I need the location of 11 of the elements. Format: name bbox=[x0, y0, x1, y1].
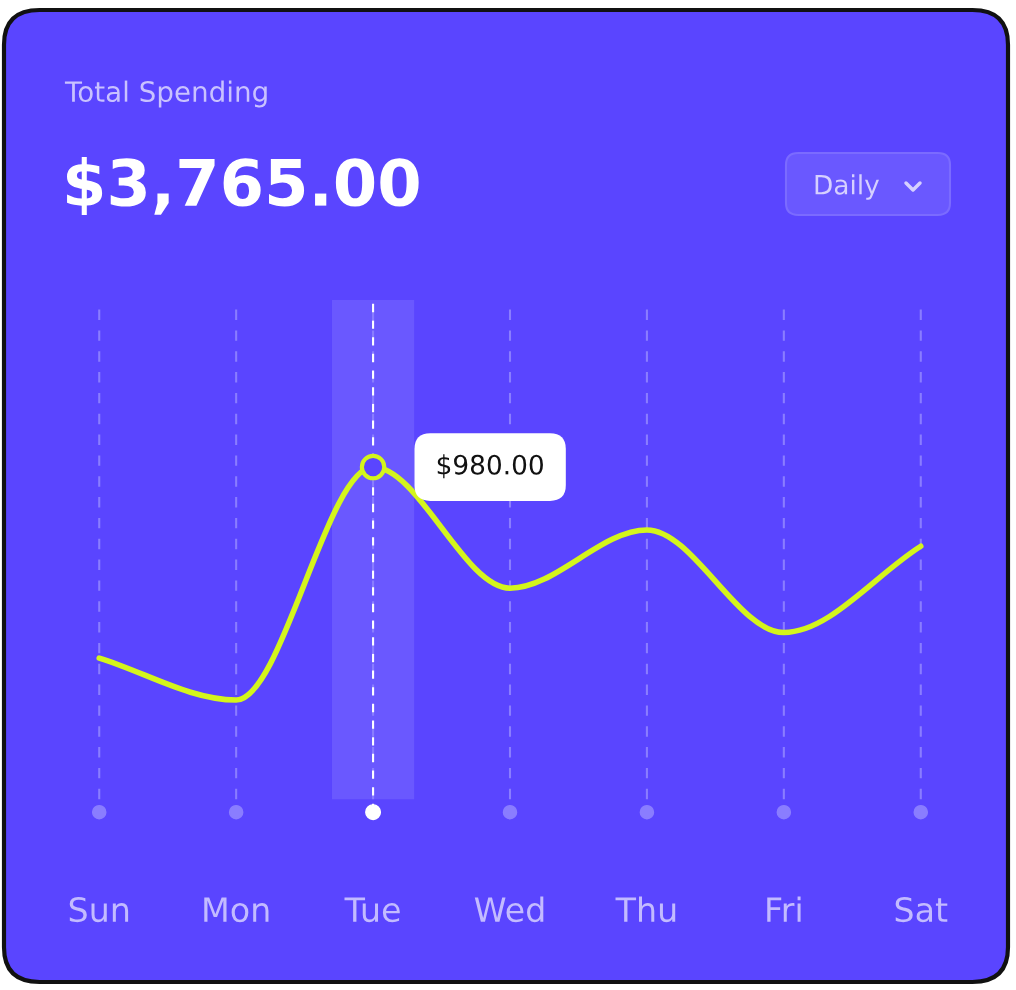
x-tick-label: Sat bbox=[895, 896, 948, 923]
text: Daily bbox=[815, 174, 879, 200]
x-tick-label: Mon bbox=[204, 897, 269, 923]
chart-subtitle: $3,765.00 bbox=[66, 157, 419, 216]
annotation: $980.00 bbox=[437, 454, 543, 479]
x-tick-label: Fri bbox=[767, 896, 801, 922]
x-tick-label: Wed bbox=[474, 896, 544, 923]
x-tick-label: Sun bbox=[69, 896, 129, 923]
x-tick-label: Tue bbox=[344, 897, 400, 923]
chart-title: Total Spending bbox=[64, 80, 267, 108]
x-tick-label: Thu bbox=[615, 896, 676, 923]
